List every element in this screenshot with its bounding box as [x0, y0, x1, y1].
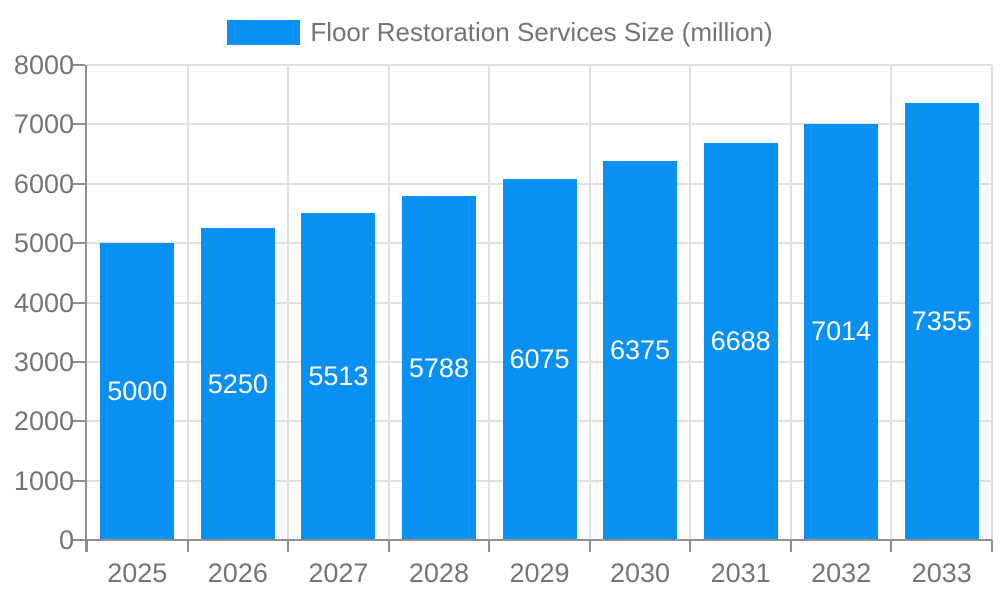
bar: 6075: [502, 179, 577, 540]
bar-value-label: 5788: [408, 352, 469, 383]
bar-value-label: 6075: [509, 344, 570, 375]
x-tick: [789, 540, 792, 552]
x-axis-line: [85, 539, 992, 541]
y-tick: [73, 360, 85, 363]
y-tick-label: 2000: [13, 406, 74, 437]
bar-value-label: 6688: [710, 325, 771, 356]
x-tick: [86, 540, 88, 552]
bar: 6375: [603, 161, 678, 540]
chart-legend: Floor Restoration Services Size (million…: [0, 12, 1000, 52]
x-tick: [387, 540, 390, 552]
legend-swatch: [227, 19, 301, 45]
y-tick-label: 0: [58, 525, 74, 555]
h-gridline: [87, 64, 992, 66]
x-tick: [287, 540, 290, 552]
x-tick-label: 2031: [710, 558, 771, 588]
bar: 6688: [703, 142, 778, 540]
x-tick: [689, 540, 692, 552]
x-tick-label: 2029: [509, 558, 570, 588]
v-gridline: [890, 65, 893, 540]
v-gridline: [789, 65, 792, 540]
y-tick: [73, 182, 85, 185]
y-tick: [73, 539, 85, 541]
y-tick-label: 6000: [13, 168, 74, 199]
v-gridline: [488, 65, 491, 540]
bar-value-label: 5250: [207, 368, 268, 399]
x-tick: [588, 540, 591, 552]
y-axis-line: [85, 65, 87, 552]
y-tick-label: 3000: [13, 346, 74, 377]
v-gridline: [689, 65, 692, 540]
v-gridline: [991, 65, 993, 540]
legend-label: Floor Restoration Services Size (million…: [310, 16, 773, 47]
h-gridline: [87, 123, 992, 126]
bar: 5788: [401, 196, 476, 540]
bar: 5513: [301, 212, 376, 540]
y-tick-label: 7000: [13, 109, 74, 140]
bar: 5250: [200, 228, 275, 540]
bar-value-label: 7355: [911, 306, 972, 337]
x-tick: [991, 540, 993, 552]
x-tick-label: 2033: [911, 558, 972, 588]
v-gridline: [287, 65, 290, 540]
y-tick: [73, 301, 85, 304]
y-tick: [73, 64, 85, 66]
y-tick-label: 1000: [13, 465, 74, 496]
x-tick-label: 2026: [207, 558, 268, 588]
bar-value-label: 5000: [107, 376, 168, 407]
v-gridline: [387, 65, 390, 540]
y-tick: [73, 123, 85, 126]
x-tick: [890, 540, 893, 552]
x-tick-label: 2028: [408, 558, 469, 588]
x-tick: [488, 540, 491, 552]
v-gridline: [588, 65, 591, 540]
y-tick: [73, 479, 85, 482]
bar-value-label: 7014: [811, 316, 872, 347]
y-tick: [73, 242, 85, 245]
bar: 7355: [904, 103, 979, 540]
v-gridline: [186, 65, 189, 540]
y-tick: [73, 420, 85, 423]
y-tick-label: 5000: [13, 228, 74, 259]
y-tick-label: 4000: [13, 287, 74, 318]
bar-value-label: 5513: [308, 360, 369, 391]
y-tick-label: 8000: [13, 50, 74, 80]
x-tick-label: 2030: [610, 558, 671, 588]
bar-value-label: 6375: [610, 335, 671, 366]
bar: 5000: [100, 243, 175, 540]
x-tick-label: 2032: [811, 558, 872, 588]
x-tick-label: 2025: [107, 558, 168, 588]
x-tick: [186, 540, 189, 552]
x-tick-label: 2027: [308, 558, 369, 588]
bar: 7014: [804, 123, 879, 540]
